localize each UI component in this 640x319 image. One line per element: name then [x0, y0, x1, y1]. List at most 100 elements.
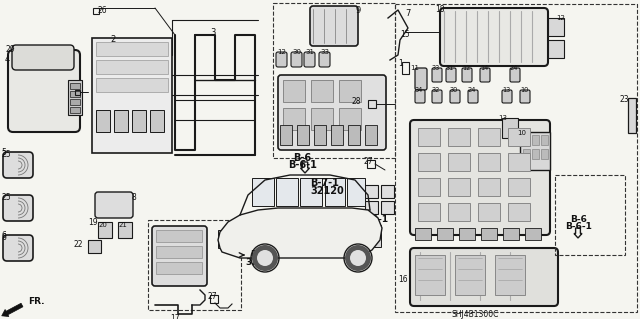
Bar — [495, 255, 525, 295]
Bar — [68, 80, 82, 115]
Bar — [150, 110, 164, 132]
Bar — [218, 230, 226, 248]
Text: B-7-1: B-7-1 — [310, 178, 339, 188]
Text: 13: 13 — [498, 115, 507, 121]
Bar — [415, 228, 431, 240]
Bar — [365, 185, 378, 198]
FancyBboxPatch shape — [432, 90, 442, 103]
Bar — [478, 128, 500, 146]
Bar — [96, 78, 168, 92]
Text: 33: 33 — [320, 49, 329, 55]
Text: 33: 33 — [432, 65, 440, 71]
Text: B-6: B-6 — [570, 215, 587, 224]
Text: 27: 27 — [207, 292, 216, 301]
Bar — [252, 178, 274, 206]
Text: FR.: FR. — [28, 298, 45, 307]
Bar — [339, 108, 361, 130]
Bar — [96, 60, 168, 74]
Bar — [395, 4, 637, 312]
Bar — [283, 108, 305, 130]
FancyBboxPatch shape — [468, 90, 478, 103]
FancyBboxPatch shape — [440, 8, 548, 66]
Bar — [210, 295, 218, 303]
Bar — [367, 160, 375, 168]
FancyBboxPatch shape — [12, 45, 74, 70]
FancyBboxPatch shape — [278, 75, 386, 150]
Text: B-13-1: B-13-1 — [355, 215, 388, 224]
FancyArrow shape — [2, 303, 23, 316]
Bar — [280, 125, 292, 145]
Bar — [437, 228, 453, 240]
FancyBboxPatch shape — [291, 52, 302, 67]
Text: 1: 1 — [398, 59, 403, 68]
Text: 7: 7 — [405, 9, 410, 18]
Bar — [520, 132, 550, 170]
Text: 31: 31 — [446, 65, 454, 71]
Text: 2: 2 — [110, 35, 115, 44]
Text: 20: 20 — [99, 222, 108, 228]
Text: 13: 13 — [502, 87, 510, 93]
FancyBboxPatch shape — [450, 90, 460, 103]
Text: 25: 25 — [1, 150, 11, 159]
Text: 31: 31 — [305, 49, 314, 55]
FancyBboxPatch shape — [415, 68, 427, 90]
Text: 21: 21 — [119, 222, 128, 228]
Bar — [347, 178, 365, 206]
FancyBboxPatch shape — [446, 68, 456, 82]
Text: 12: 12 — [462, 65, 470, 71]
Text: 32: 32 — [432, 87, 440, 93]
Bar — [325, 178, 345, 206]
FancyBboxPatch shape — [502, 90, 512, 103]
Text: 32100: 32100 — [245, 258, 276, 267]
Bar — [348, 125, 360, 145]
Text: 25: 25 — [1, 193, 11, 202]
Bar — [365, 201, 378, 214]
Bar — [548, 18, 564, 36]
FancyBboxPatch shape — [3, 235, 33, 261]
Bar — [508, 178, 530, 196]
Text: SHJ4B1300C: SHJ4B1300C — [451, 310, 499, 319]
Bar — [381, 201, 394, 214]
Bar — [415, 255, 445, 295]
Bar — [508, 128, 530, 146]
Bar — [381, 185, 394, 198]
Text: 5: 5 — [1, 148, 6, 157]
Text: 9: 9 — [355, 6, 360, 15]
FancyBboxPatch shape — [8, 50, 80, 132]
Text: 6: 6 — [1, 233, 6, 242]
Bar — [418, 128, 440, 146]
FancyBboxPatch shape — [480, 68, 490, 82]
Bar — [541, 135, 548, 145]
Text: 11: 11 — [410, 65, 419, 71]
FancyBboxPatch shape — [410, 248, 558, 306]
Bar — [88, 240, 101, 253]
FancyBboxPatch shape — [152, 226, 207, 286]
FancyBboxPatch shape — [415, 90, 425, 103]
FancyBboxPatch shape — [510, 68, 520, 82]
Bar — [448, 203, 470, 221]
Bar — [96, 42, 168, 56]
Bar — [331, 125, 343, 145]
Bar — [523, 149, 530, 159]
Bar — [481, 228, 497, 240]
Bar — [448, 153, 470, 171]
Text: B-6-1: B-6-1 — [565, 222, 592, 231]
Text: 14: 14 — [480, 65, 488, 71]
Text: 10: 10 — [520, 87, 529, 93]
FancyBboxPatch shape — [310, 6, 358, 46]
Text: 27: 27 — [364, 157, 374, 166]
Bar — [339, 80, 361, 102]
Polygon shape — [218, 208, 382, 258]
Bar — [508, 203, 530, 221]
FancyBboxPatch shape — [520, 90, 530, 103]
Bar — [532, 149, 539, 159]
Text: 18: 18 — [435, 5, 445, 14]
Bar — [478, 203, 500, 221]
Text: 16: 16 — [398, 275, 408, 284]
Text: 30: 30 — [292, 49, 301, 55]
Text: 17: 17 — [170, 314, 180, 319]
Text: 19: 19 — [88, 218, 98, 227]
FancyBboxPatch shape — [3, 152, 33, 178]
Text: 6: 6 — [1, 231, 6, 240]
Bar — [503, 228, 519, 240]
